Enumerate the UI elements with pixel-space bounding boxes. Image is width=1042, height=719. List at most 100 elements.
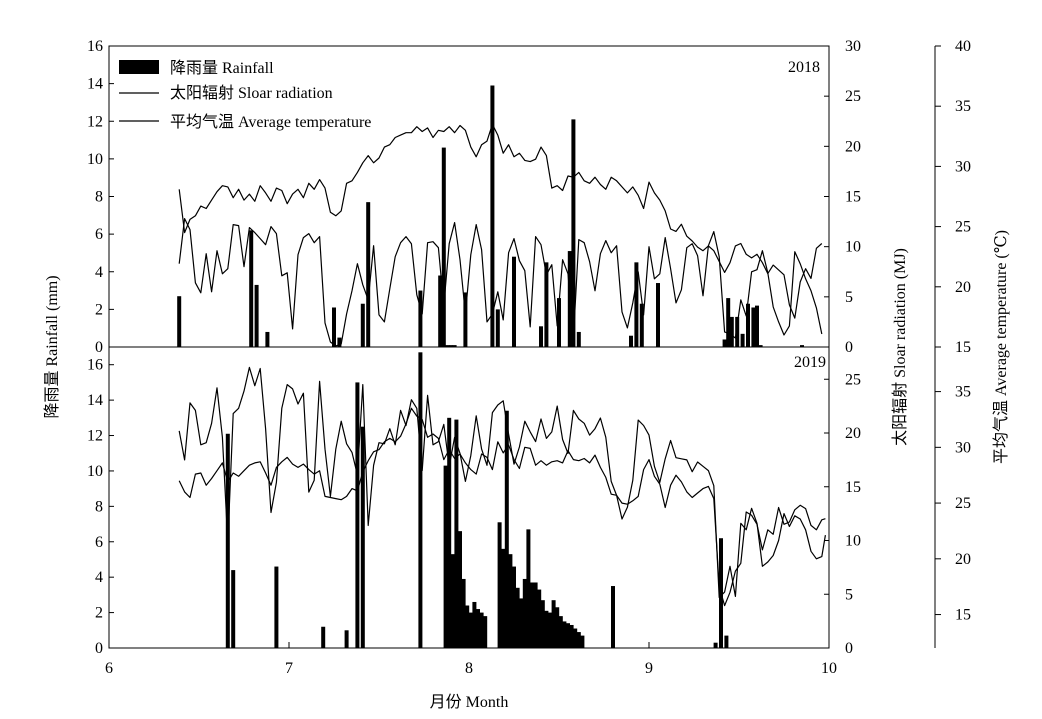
radiation-tick-label: 25 [845,88,861,105]
rainfall-tick-label: 0 [95,640,103,657]
radiation-tick-label: 15 [845,189,861,206]
rainfall-bar [726,298,731,347]
radiation-tick-label: 20 [845,425,861,442]
temperature-line [178,407,826,607]
rainfall-bar [639,303,644,347]
rainfall-tick-label: 4 [95,569,103,586]
rainfall-bar [476,609,480,648]
rainfall-bar [418,352,423,648]
rainfall-bar [472,601,477,648]
rainfall-bar [508,554,513,648]
rainfall-bar [512,566,516,648]
temperature-tick-label: 35 [955,384,971,401]
rainfall-bar [454,419,459,648]
rainfall-bar [566,623,570,648]
rainfall-bar [332,307,336,347]
temperature-tick-label: 15 [955,607,971,624]
rainfall-bar [479,612,484,648]
y-axis-title-temperature: 平均气温 Average temperature (℃) [992,230,1010,464]
radiation-line [178,366,826,599]
rainfall-bar [558,616,563,648]
y-axis-title-rainfall: 降雨量 Rainfall (mm) [43,275,61,418]
radiation-tick-label: 0 [845,339,853,356]
rainfall-tick-label: 8 [95,189,103,206]
year-label-2019: 2019 [794,354,826,371]
rainfall-tick-label: 14 [87,76,103,93]
rainfall-bar [254,284,259,347]
rainfall-bar [337,337,342,347]
x-axis-title: 月份 Month [430,693,509,711]
legend-temperature-label: 平均气温 Average temperature [170,113,371,131]
rainfall-bar [755,305,759,347]
rainfall-bar [447,417,452,648]
temperature-line [178,123,823,319]
rainfall-bar [555,607,560,648]
rainfall-tick-label: 12 [87,113,103,130]
legend-radiation-label: 太阳辐射 Sloar radiation [170,84,333,102]
temperature-tick-label: 40 [955,38,971,55]
x-tick-label: 8 [465,660,473,677]
x-tick-label: 9 [645,660,653,677]
rainfall-bar [526,529,531,648]
temperature-tick-label: 35 [955,98,971,115]
rainfall-bar [344,630,349,648]
chart-marks: 6 7 8 9 100246810121416051015202530152025303… [87,38,971,677]
rainfall-bar [576,331,581,347]
rainfall-tick-label: 2 [95,605,103,622]
radiation-tick-label: 10 [845,239,861,256]
rainfall-bar [729,316,734,347]
radiation-tick-label: 0 [845,640,853,657]
rainfall-bar [461,578,466,648]
rainfall-bar [504,410,509,648]
rainfall-bar [571,119,576,348]
rainfall-bar [540,600,545,648]
rainfall-bar [449,345,453,347]
rainfall-bar [360,303,365,347]
rainfall-bar [724,635,729,648]
rainfall-bar [355,382,360,648]
radiation-tick-label: 15 [845,479,861,496]
rainfall-bar [249,230,254,347]
rainfall-bar [537,589,542,648]
rainfall-bar [530,582,534,648]
rainfall-tick-label: 6 [95,534,103,551]
rainfall-tick-label: 8 [95,498,103,515]
rainfall-bar [522,578,527,648]
rainfall-bar [497,522,502,648]
year-label-2018: 2018 [788,59,820,76]
rainfall-bar [758,345,763,347]
rainfall-bar [656,283,660,347]
rainfall-bar [611,586,615,648]
x-tick-label: 6 [105,660,113,677]
radiation-line [178,218,823,347]
rainfall-bar [463,292,468,347]
rainfall-bar [360,426,365,648]
rainfall-bar [722,339,727,347]
legend: 降雨量 Rainfall 太阳辐射 Sloar radiation 平均气温 A… [119,59,371,131]
rainfall-bar [562,621,567,648]
temperature-tick-label: 25 [955,219,971,236]
temperature-tick-label: 30 [955,439,971,456]
rainfall-bar [576,632,581,648]
rainfall-tick-label: 12 [87,428,103,445]
radiation-tick-label: 20 [845,138,861,155]
rainfall-bar [321,626,326,648]
temperature-tick-label: 15 [955,339,971,356]
rainfall-tick-label: 16 [87,357,103,374]
rainfall-bar [751,307,756,347]
rainfall-bar [539,326,543,347]
rainfall-bar [441,147,446,347]
rainfall-tick-label: 4 [95,264,103,281]
rainfall-bar [177,296,182,347]
rainfall-bar [452,345,457,347]
radiation-tick-label: 5 [845,289,853,306]
rainfall-tick-label: 14 [87,392,103,409]
rainfall-bar [533,582,538,648]
rainfall-bar [495,309,500,347]
rainfall-bar [443,465,448,648]
x-tick-label: 7 [285,660,293,677]
rainfall-bar [458,531,462,648]
rainfall-bar [501,548,506,648]
rainfall-bar [800,345,804,347]
radiation-tick-label: 5 [845,586,853,603]
